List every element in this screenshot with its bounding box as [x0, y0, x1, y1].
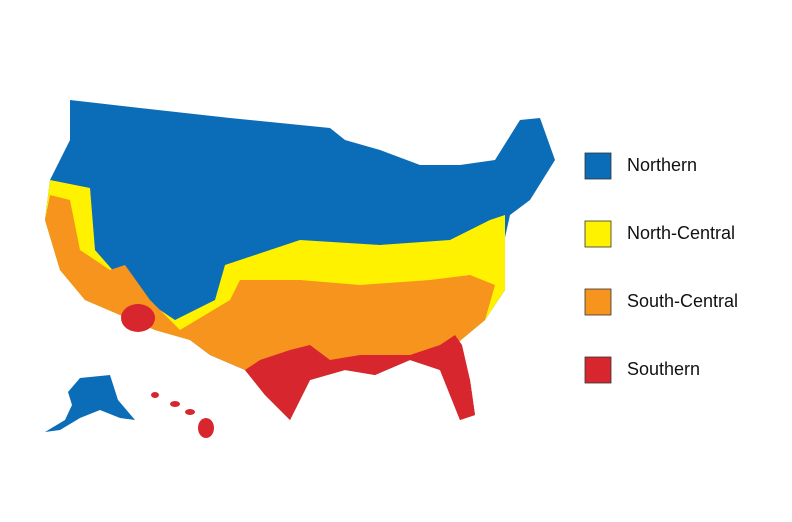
legend-label: North-Central: [627, 223, 735, 243]
legend-label: South-Central: [627, 291, 738, 311]
hawaii-island: [198, 418, 214, 438]
legend-swatch: [584, 288, 612, 316]
legend-swatch: [584, 152, 612, 180]
hawaii-island: [170, 401, 180, 407]
hawaii: [151, 392, 214, 438]
alaska: [45, 375, 135, 432]
hawaii-island: [151, 392, 159, 398]
legend: Northern North-Central South-Central Southe…: [584, 152, 738, 384]
legend-label: Northern: [627, 155, 697, 175]
southern-zone: [245, 335, 475, 420]
us-map: [45, 100, 555, 438]
legend-label: Southern: [627, 359, 700, 379]
hawaii-island: [185, 409, 195, 415]
legend-swatch: [584, 356, 612, 384]
southern-zone-arizona: [121, 304, 155, 332]
legend-swatch: [584, 220, 612, 248]
